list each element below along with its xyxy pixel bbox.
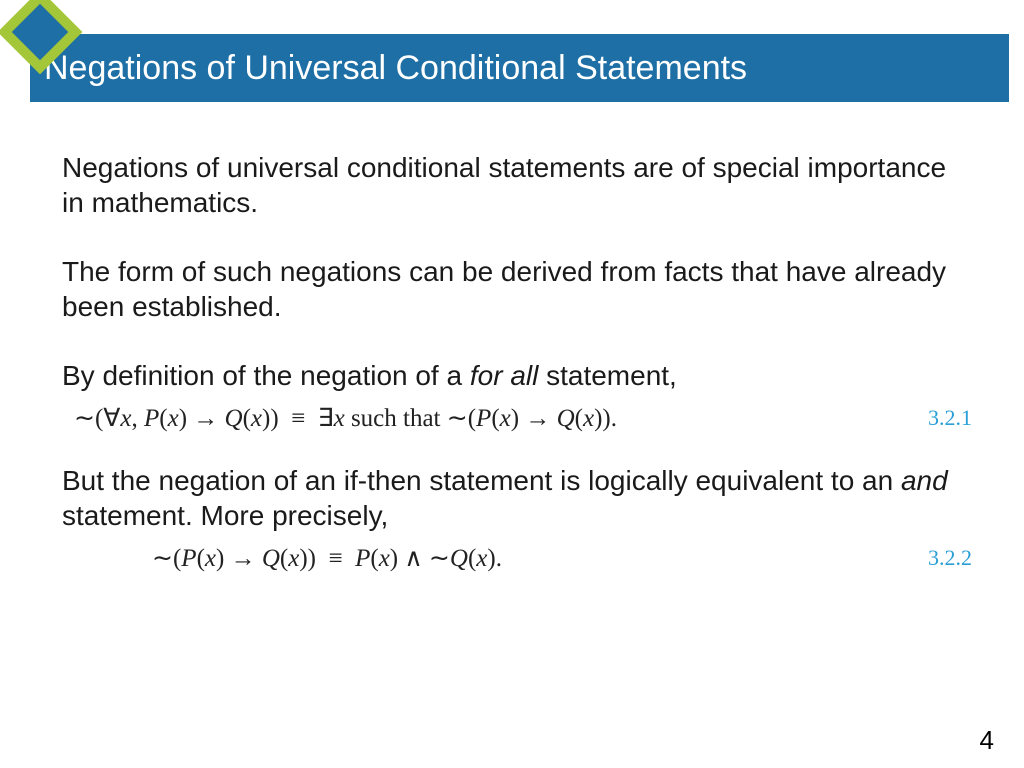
equation-row-2: ∼(P(x) → Q(x)) ≡ P(x) ∧ ∼Q(x). 3.2.2 <box>152 543 974 573</box>
paragraph-2: The form of such negations can be derive… <box>62 254 974 324</box>
equation-2: ∼(P(x) → Q(x)) ≡ P(x) ∧ ∼Q(x). <box>152 543 502 573</box>
equation-row-1: ∼(∀x, P(x) → Q(x)) ≡ ∃x such that ∼(P(x)… <box>74 403 974 433</box>
slide-title: Negations of Universal Conditional State… <box>44 49 747 88</box>
p3-prefix: By definition of the negation of a <box>62 360 470 391</box>
equation-1: ∼(∀x, P(x) → Q(x)) ≡ ∃x such that ∼(P(x)… <box>74 403 617 433</box>
decorative-diamond-inner <box>12 4 69 61</box>
p3-italic: for all <box>470 360 538 391</box>
paragraph-3: By definition of the negation of a for a… <box>62 358 974 393</box>
slide-body: Negations of universal conditional state… <box>62 150 974 579</box>
paragraph-4: But the negation of an if-then statement… <box>62 463 974 533</box>
p4-italic: and <box>901 465 948 496</box>
equation-number-2: 3.2.2 <box>928 545 974 571</box>
page-number: 4 <box>980 725 994 756</box>
p4-prefix: But the negation of an if-then statement… <box>62 465 901 496</box>
paragraph-1: Negations of universal conditional state… <box>62 150 974 220</box>
p3-suffix: statement, <box>538 360 677 391</box>
p4-suffix: statement. More precisely, <box>62 500 388 531</box>
equation-number-1: 3.2.1 <box>928 405 974 431</box>
title-bar: Negations of Universal Conditional State… <box>30 34 1009 102</box>
